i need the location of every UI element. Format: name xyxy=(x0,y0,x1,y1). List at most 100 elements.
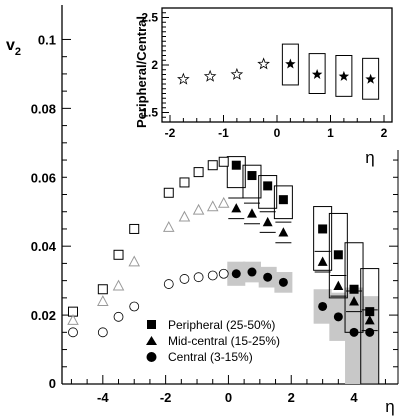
legend-label-midcentral: Mid-central (15-25%) xyxy=(168,334,280,348)
inset-plot: -2 -1 0 1 2 1.5 2 2.5 xyxy=(141,7,393,141)
main-point-filled-peripheral xyxy=(247,171,257,181)
inset-point-open xyxy=(257,57,270,70)
main-point-filled-peripheral xyxy=(263,181,273,191)
inset-x-tick-label: -1 xyxy=(218,126,229,140)
main-point-open-central xyxy=(218,268,229,279)
main-point-filled-peripheral xyxy=(349,284,359,294)
main-point-open-peripheral xyxy=(218,156,229,167)
main-point-filled-midcentral xyxy=(349,296,359,306)
main-sys-box-peripheral xyxy=(226,156,246,189)
main-point-open-central xyxy=(68,327,78,338)
main-point-open-midcentral xyxy=(192,203,205,215)
main-x-axis-title: η xyxy=(385,397,394,416)
inset-frame xyxy=(161,7,393,123)
main-point-filled-midcentral xyxy=(364,315,375,325)
inset-x-tick-label: 2 xyxy=(381,126,388,140)
inset-point-filled xyxy=(365,73,376,84)
main-point-open-peripheral xyxy=(179,177,190,188)
main-point-filled-central xyxy=(231,269,241,279)
main-sys-band-central xyxy=(360,296,379,384)
main-point-open-peripheral xyxy=(193,167,204,178)
inset-x-tick-label: 0 xyxy=(274,126,281,140)
inset-point-filled xyxy=(311,69,323,79)
main-point-open-peripheral xyxy=(207,160,218,171)
main-point-filled-central xyxy=(278,277,288,287)
main-x-tick-label: 0 xyxy=(225,390,232,405)
legend: Peripheral (25-50%) Mid-central (15-25%)… xyxy=(146,318,280,364)
legend-label-peripheral: Peripheral (25-50%) xyxy=(168,318,275,332)
main-plot: -4 -2 0 2 4 0.02 0.04 0.06 0.08 0.1 0 xyxy=(31,5,399,405)
main-point-open-peripheral xyxy=(129,223,140,234)
main-sys-box-peripheral xyxy=(360,268,380,385)
main-point-filled-peripheral xyxy=(231,160,241,170)
inset-x-tick-label: -2 xyxy=(165,126,176,140)
main-x-tick-label: 4 xyxy=(350,390,358,405)
main-point-open-peripheral xyxy=(163,187,174,198)
legend-marker-circle xyxy=(146,352,157,362)
main-point-filled-midcentral xyxy=(262,216,273,227)
main-point-open-central xyxy=(163,279,174,289)
inset-y-axis-title: Peripheral/Central xyxy=(134,16,149,128)
inset-point-open xyxy=(203,69,217,82)
main-point-filled-peripheral xyxy=(278,195,288,205)
legend-marker-triangle xyxy=(146,336,157,345)
legend-marker-square xyxy=(147,320,156,329)
main-sys-box-peripheral xyxy=(273,185,293,220)
main-y-tick-label: 0.1 xyxy=(38,32,56,47)
main-point-filled-peripheral xyxy=(333,250,343,260)
main-point-open-central xyxy=(207,270,218,281)
inset-point-filled xyxy=(285,58,296,69)
main-point-open-central xyxy=(193,272,204,283)
main-point-open-peripheral xyxy=(97,284,108,295)
main-sys-box-peripheral xyxy=(242,164,262,199)
legend-label-central: Central (3-15%) xyxy=(168,350,253,364)
main-point-filled-midcentral xyxy=(247,208,257,218)
main-point-filled-central xyxy=(318,301,328,311)
inset-x-axis-title: η xyxy=(365,148,374,167)
main-y-axis-subscript: 2 xyxy=(15,46,21,58)
main-point-filled-central xyxy=(263,272,273,282)
main-x-tick-label: -2 xyxy=(160,390,172,405)
main-x-tick-label: -4 xyxy=(97,390,109,405)
main-sys-box-peripheral xyxy=(258,175,278,209)
main-point-open-midcentral xyxy=(162,220,175,232)
main-point-filled-peripheral xyxy=(318,224,328,234)
inset-point-filled xyxy=(338,70,350,81)
main-point-filled-central xyxy=(333,312,343,322)
main-point-filled-midcentral xyxy=(231,203,242,213)
inset-y-tick-label: 1.5 xyxy=(141,106,158,120)
inset-sys-box xyxy=(281,43,299,86)
main-point-open-midcentral xyxy=(97,295,109,306)
main-marks xyxy=(67,156,380,385)
inset-ticks: -2 -1 0 1 2 1.5 2 2.5 xyxy=(141,11,387,141)
inset-x-tick-label: 1 xyxy=(327,126,334,140)
main-sys-box-peripheral xyxy=(328,212,348,299)
main-point-filled-central xyxy=(349,327,359,337)
inset-y-tick-label: 2.5 xyxy=(141,11,158,25)
inset-point-open xyxy=(177,72,190,85)
inset-marks xyxy=(177,43,380,100)
inset-point-open xyxy=(230,67,244,80)
main-point-open-central xyxy=(113,311,124,322)
main-y-tick-label: 0.04 xyxy=(31,239,57,254)
main-point-open-midcentral xyxy=(206,200,219,212)
main-point-filled-midcentral xyxy=(317,256,328,266)
inset-sys-box xyxy=(362,57,380,100)
main-x-tick-label: 2 xyxy=(288,390,295,405)
main-point-filled-midcentral xyxy=(278,227,289,237)
main-point-open-central xyxy=(129,301,140,312)
main-point-open-central xyxy=(97,327,108,338)
main-point-open-midcentral xyxy=(217,196,230,208)
main-y-tick-label: 0.06 xyxy=(31,170,56,185)
main-point-open-central xyxy=(179,274,190,284)
main-point-filled-peripheral xyxy=(365,307,375,317)
main-point-open-midcentral xyxy=(67,314,79,325)
main-sys-box-peripheral xyxy=(313,206,333,271)
main-y-tick-label: 0.08 xyxy=(31,101,56,116)
main-point-open-peripheral xyxy=(113,249,124,260)
main-y-axis-title: v2 xyxy=(6,37,21,58)
inset-sys-box xyxy=(335,55,353,97)
main-point-open-midcentral xyxy=(128,255,141,267)
main-point-filled-central xyxy=(365,327,375,337)
